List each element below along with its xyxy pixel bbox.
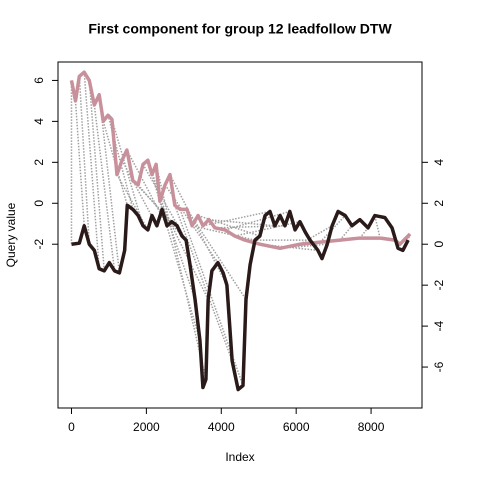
match-line [159, 200, 209, 300]
y-tick-label: -2 [32, 239, 46, 250]
x-tick-label: 0 [68, 420, 75, 434]
x-axis-label: Index [225, 450, 254, 464]
series-line [71, 203, 410, 392]
series-line [69, 70, 412, 251]
match-line [299, 225, 333, 245]
match-line [102, 121, 129, 206]
plot-box [57, 61, 423, 409]
y-tick-label: 4 [32, 118, 46, 125]
x-tick-label: 6000 [283, 420, 310, 434]
match-line [116, 174, 149, 231]
match-line [155, 164, 207, 380]
y-axis-label: Query value [4, 202, 18, 267]
match-line [339, 225, 353, 241]
match-line [111, 119, 144, 226]
match-line [174, 205, 233, 362]
match-line [202, 210, 271, 227]
y-tick-label: 2 [32, 159, 46, 166]
y2-tick-label: 4 [432, 159, 446, 166]
match-line [179, 209, 244, 386]
y-tick-label: 0 [32, 200, 46, 207]
match-line [78, 76, 91, 245]
match-line [126, 149, 168, 227]
match-line [374, 215, 381, 239]
y2-tick-label: 2 [432, 200, 446, 207]
match-line [88, 80, 105, 271]
x-tick-label: 2000 [133, 420, 160, 434]
y2-tick-label: -4 [432, 320, 446, 331]
y2-tick-label: -2 [432, 279, 446, 290]
match-line [74, 100, 85, 226]
match-line [234, 220, 301, 237]
x-tick-label: 4000 [208, 420, 235, 434]
y-tick-label: 6 [32, 77, 46, 84]
x-tick-label: 8000 [358, 420, 385, 434]
chart-title: First component for group 12 leadfollow … [88, 21, 392, 37]
match-line [121, 159, 158, 227]
match-line [280, 243, 328, 250]
y2-tick-label: 0 [432, 241, 446, 248]
match-line [224, 210, 291, 231]
match-line [359, 227, 369, 239]
y2-tick-label: -6 [432, 361, 446, 372]
match-line [93, 104, 116, 271]
